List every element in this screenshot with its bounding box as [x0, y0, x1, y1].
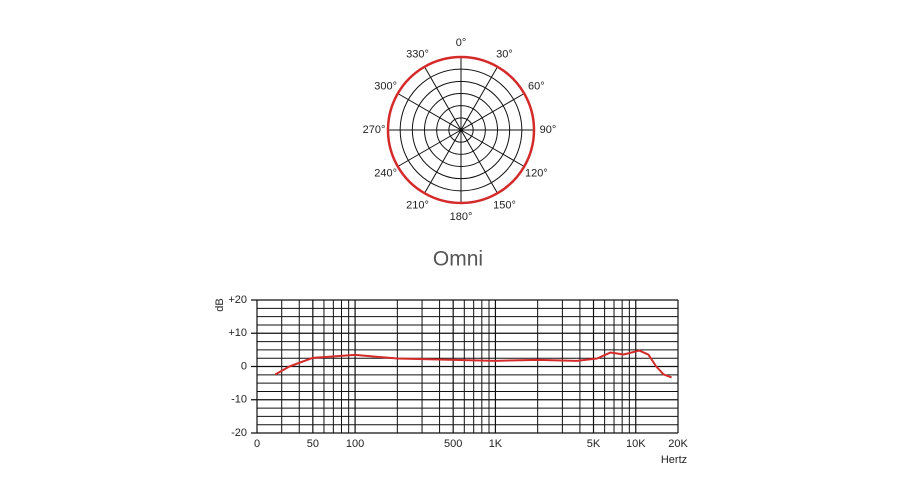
spoke	[460, 129, 498, 194]
x-tick-label: 100	[346, 438, 364, 450]
angle-label: 120°	[525, 167, 548, 179]
y-tick-label: 0	[241, 360, 247, 372]
chart-title: Omni	[433, 248, 483, 271]
angle-label: 210°	[406, 199, 429, 211]
spoke	[460, 93, 525, 131]
x-axis-label: Hertz	[661, 454, 687, 466]
x-tick-label: 20K	[668, 438, 688, 450]
y-axis-label: dB	[214, 298, 226, 311]
spoke	[424, 66, 462, 131]
x-tick-label: 10K	[626, 438, 646, 450]
angle-label: 60°	[528, 80, 545, 92]
x-tick-label: 0	[254, 438, 260, 450]
angle-label: 180°	[450, 211, 473, 223]
x-tick-label: 50	[307, 438, 319, 450]
spoke	[460, 129, 525, 167]
spoke	[397, 129, 462, 167]
x-tick-label: 500	[444, 438, 462, 450]
angle-label: 90°	[540, 124, 557, 136]
x-tick-label: 5K	[587, 438, 601, 450]
angle-label: 330°	[406, 49, 429, 61]
x-tick-label: 1K	[489, 438, 503, 450]
angle-label: 300°	[374, 80, 397, 92]
spoke	[424, 129, 462, 194]
y-tick-label: -10	[231, 394, 247, 406]
y-tick-label: +20	[228, 294, 247, 306]
spoke	[460, 66, 498, 131]
y-tick-label: -20	[231, 427, 247, 439]
angle-label: 240°	[374, 167, 397, 179]
angle-label: 150°	[493, 199, 516, 211]
response-line	[274, 349, 672, 379]
angle-label: 0°	[456, 37, 467, 49]
spoke	[397, 93, 462, 131]
angle-label: 30°	[496, 49, 513, 61]
pattern-line	[386, 55, 536, 205]
y-tick-label: +10	[228, 327, 247, 339]
angle-label: 270°	[363, 124, 386, 136]
